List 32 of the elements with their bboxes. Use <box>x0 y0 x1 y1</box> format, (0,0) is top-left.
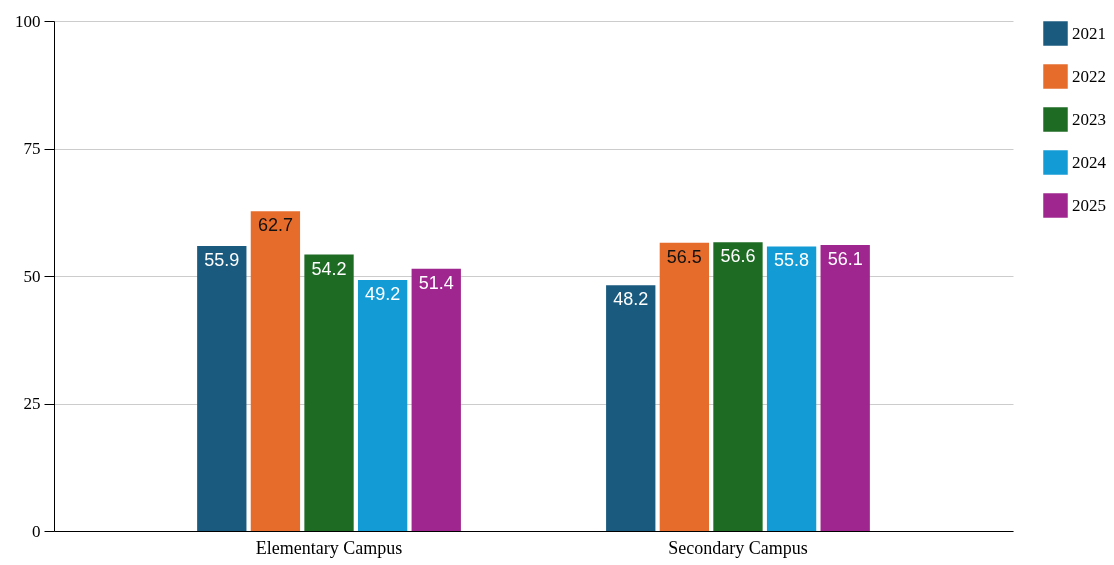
data-label: 49.2 <box>365 284 401 305</box>
bar <box>766 246 817 531</box>
bar <box>250 211 301 531</box>
y-tick-label: 50 <box>23 266 41 286</box>
bar <box>357 280 408 531</box>
data-label: 56.5 <box>666 246 702 267</box>
bar <box>304 254 354 531</box>
legend-label: 2023 <box>1072 109 1106 129</box>
legend-label: 2025 <box>1072 195 1106 215</box>
bar <box>713 242 763 531</box>
data-label: 56.1 <box>827 248 863 269</box>
legend-label: 2022 <box>1072 66 1106 86</box>
data-label: 55.8 <box>774 250 810 271</box>
y-tick-label: 0 <box>32 521 41 541</box>
y-tick-label: 100 <box>15 11 41 31</box>
legend-label: 2021 <box>1072 23 1106 43</box>
x-tick-label: Elementary Campus <box>255 537 403 558</box>
bar <box>659 242 710 531</box>
data-label: 51.4 <box>418 272 454 293</box>
data-label: 54.2 <box>311 258 347 279</box>
bar <box>197 245 247 531</box>
bar <box>820 244 870 531</box>
y-tick-label: 75 <box>23 139 41 158</box>
bar <box>411 268 461 531</box>
data-label: 55.9 <box>204 249 240 270</box>
data-label: 62.7 <box>257 215 293 236</box>
y-tick-label: 25 <box>23 394 41 413</box>
legend-label: 2024 <box>1072 152 1107 172</box>
bar <box>606 285 656 531</box>
x-tick-label: Secondary Campus <box>668 537 808 558</box>
data-label: 48.2 <box>613 289 649 310</box>
data-label: 56.6 <box>720 246 756 267</box>
